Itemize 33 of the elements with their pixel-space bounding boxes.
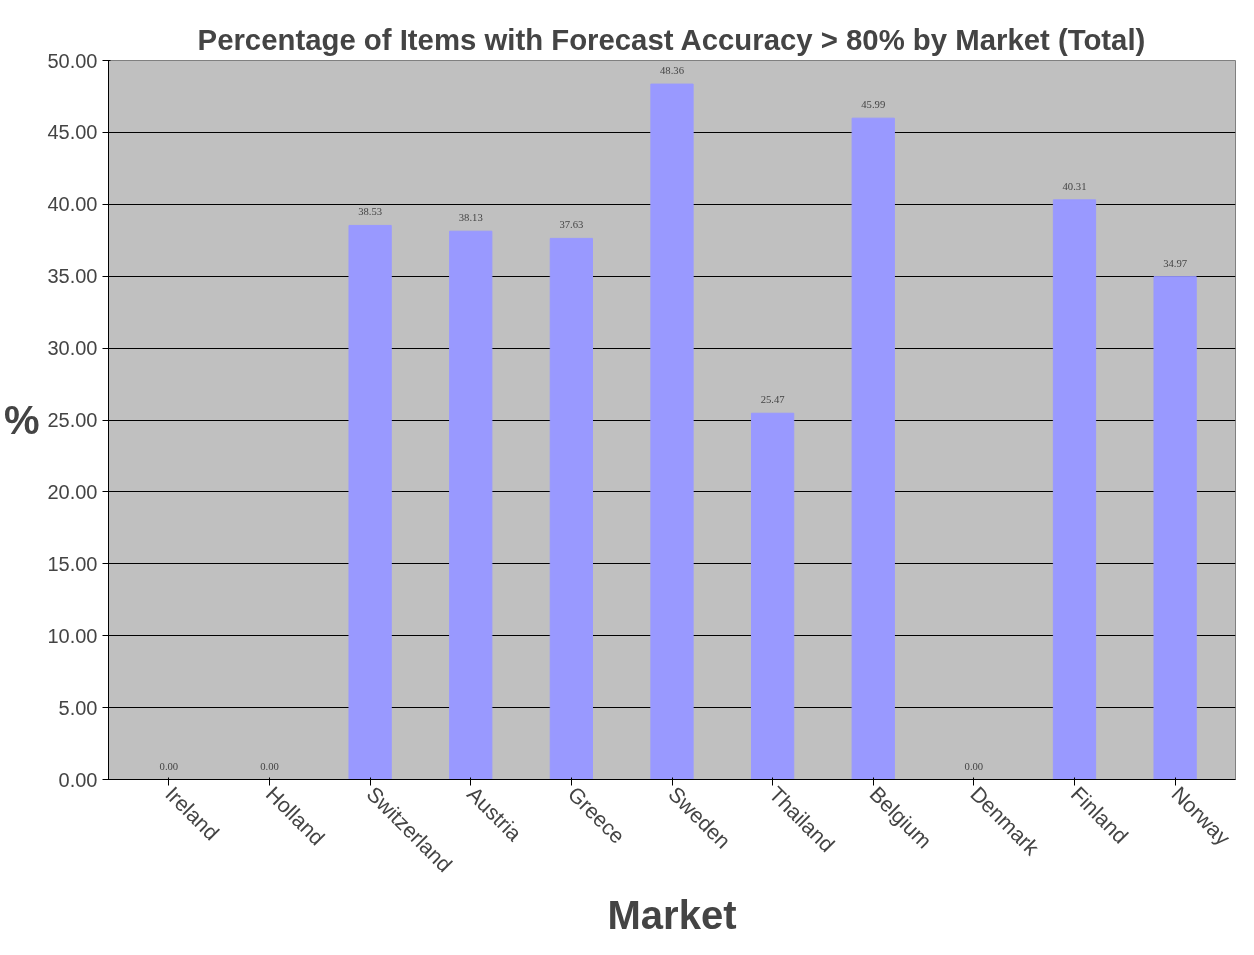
bar — [750, 412, 795, 780]
data-label: 48.36 — [660, 65, 685, 77]
bar — [1153, 276, 1197, 780]
y-tick-label: 5.00 — [58, 696, 98, 719]
bar — [348, 224, 392, 780]
y-tick-label: 45.00 — [47, 121, 98, 144]
bar — [449, 230, 493, 780]
y-axis-title: % — [3, 398, 40, 442]
y-tick-label: 25.00 — [47, 409, 98, 431]
data-label: 34.97 — [1163, 257, 1188, 269]
data-label: 45.99 — [861, 99, 886, 111]
bar — [1052, 199, 1097, 780]
bar — [549, 237, 594, 780]
data-label: 0.00 — [260, 760, 279, 772]
y-tick-label: 35.00 — [47, 265, 98, 288]
data-label: 38.13 — [458, 212, 483, 224]
data-label: 0.00 — [964, 760, 984, 772]
y-tick-label: 40.00 — [47, 193, 98, 216]
y-tick-label: 20.00 — [47, 480, 98, 503]
y-tick-label: 30.00 — [47, 337, 98, 360]
data-label: 25.47 — [760, 394, 786, 406]
data-label: 38.53 — [358, 206, 383, 218]
chart-title: Percentage of Items with Forecast Accuracy > 80% by Market (Total) — [197, 22, 1146, 56]
bar — [650, 83, 694, 780]
data-label: 40.31 — [1062, 180, 1087, 192]
y-tick-label: 10.00 — [47, 624, 98, 647]
y-tick-label: 15.00 — [47, 552, 98, 575]
data-label: 0.00 — [159, 760, 179, 772]
y-tick-label: 0.00 — [58, 768, 98, 791]
data-label: 37.63 — [559, 219, 584, 231]
x-axis-title: Market — [607, 893, 737, 938]
y-tick-label: 50.00 — [47, 49, 98, 72]
bar — [851, 117, 895, 780]
